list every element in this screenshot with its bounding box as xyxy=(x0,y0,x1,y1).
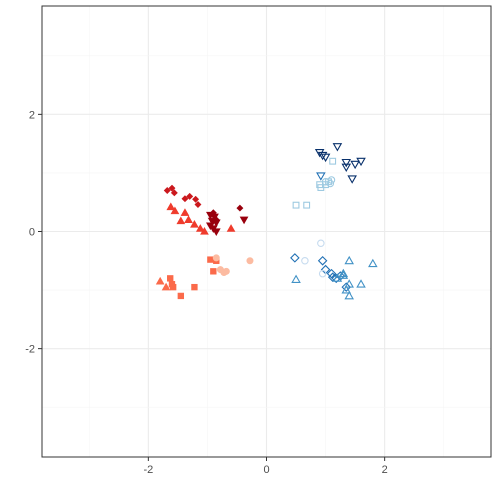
data-point-triangle-filled xyxy=(161,282,171,291)
grid-lines xyxy=(42,6,491,457)
data-point-diamond-open xyxy=(290,253,300,263)
data-point-triangle-filled xyxy=(200,227,209,235)
data-point-triangle-filled xyxy=(176,216,186,225)
data-point-circle-open xyxy=(317,239,325,247)
x-tick-label: -2 xyxy=(143,464,153,476)
data-point-triangle-down-open xyxy=(341,163,352,173)
data-point-square-open xyxy=(303,201,311,209)
data-point-triangle-filled xyxy=(195,224,205,232)
data-point-diamond-filled xyxy=(170,189,178,197)
data-point-triangle-open xyxy=(344,279,354,288)
data-point-triangle-filled xyxy=(226,224,236,232)
data-point-triangle-down-filled xyxy=(211,228,221,236)
data-point-triangle-open xyxy=(338,270,349,279)
data-point-triangle-open xyxy=(341,285,352,294)
data-point-square-filled xyxy=(210,268,217,275)
data-point-diamond-open xyxy=(341,282,352,292)
data-point-diamond-open xyxy=(317,256,328,266)
data-point-circle-filled xyxy=(212,254,220,262)
data-point-diamond-open xyxy=(326,268,337,279)
data-point-triangle-down-open xyxy=(332,143,343,152)
data-points xyxy=(155,143,378,300)
data-point-triangle-down-filled xyxy=(210,213,219,222)
data-point-circle-open xyxy=(326,179,335,188)
data-point-triangle-down-open xyxy=(341,158,352,168)
y-tick-label: 0 xyxy=(29,227,35,239)
data-point-diamond-filled xyxy=(186,192,194,200)
data-point-diamond-filled xyxy=(192,195,200,203)
data-point-triangle-filled xyxy=(184,215,193,223)
data-point-triangle-down-open xyxy=(347,175,357,184)
data-point-triangle-filled xyxy=(166,202,176,211)
data-point-triangle-down-filled xyxy=(239,216,249,225)
data-point-circle-filled xyxy=(246,257,254,265)
data-point-triangle-open xyxy=(356,279,366,288)
axis-ticks: -2 0 2 -2 0 2 xyxy=(25,109,388,476)
data-point-triangle-filled xyxy=(155,276,165,285)
data-point-square-filled xyxy=(207,256,214,263)
data-point-square-open xyxy=(292,201,300,209)
data-point-square-filled xyxy=(167,275,174,282)
y-tick-label: -2 xyxy=(25,344,35,356)
data-point-diamond-filled xyxy=(181,195,189,203)
data-point-triangle-open xyxy=(338,268,349,278)
data-point-triangle-open xyxy=(344,255,354,265)
data-point-triangle-open xyxy=(368,258,378,268)
data-point-triangle-down-filled xyxy=(211,219,221,228)
x-tick-label: 2 xyxy=(382,464,388,476)
data-point-triangle-filled xyxy=(170,206,180,215)
data-point-triangle-filled xyxy=(190,220,199,228)
data-point-circle-open xyxy=(301,257,309,265)
data-point-square-filled xyxy=(191,283,198,291)
data-point-triangle-filled xyxy=(180,208,190,216)
data-point-diamond-filled xyxy=(236,204,244,212)
data-point-triangle-down-open xyxy=(356,157,366,167)
data-point-triangle-open xyxy=(291,274,301,283)
x-tick-label: 0 xyxy=(263,464,269,476)
data-point-diamond-filled xyxy=(194,201,202,209)
data-point-circle-open xyxy=(318,269,327,278)
data-point-triangle-down-open xyxy=(350,160,360,170)
data-point-diamond-filled xyxy=(168,184,176,192)
data-point-circle-filled xyxy=(222,267,230,275)
data-point-square-filled xyxy=(169,283,177,291)
data-point-triangle-open xyxy=(344,290,354,300)
data-point-triangle-down-open xyxy=(316,172,326,181)
data-point-diamond-filled xyxy=(163,187,171,194)
data-point-circle-open xyxy=(327,176,336,184)
data-point-triangle-down-open xyxy=(317,151,328,161)
data-point-square-open xyxy=(329,157,337,165)
data-point-triangle-down-open xyxy=(320,153,331,163)
y-tick-label: 2 xyxy=(29,109,35,121)
data-point-square-filled xyxy=(177,292,185,300)
